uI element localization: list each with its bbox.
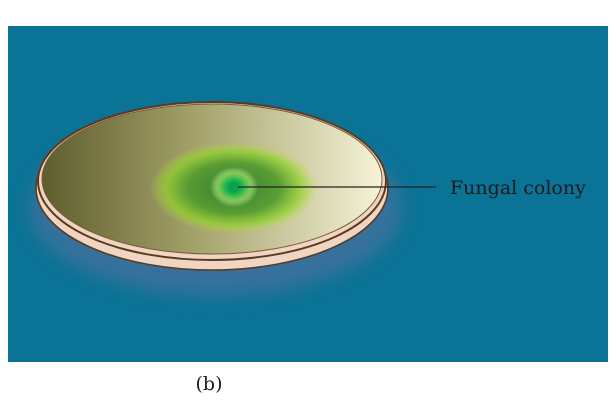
callout-label: Fungal colony xyxy=(450,177,586,199)
figure-caption: (b) xyxy=(196,373,223,395)
fungal-colony-center xyxy=(228,181,240,193)
